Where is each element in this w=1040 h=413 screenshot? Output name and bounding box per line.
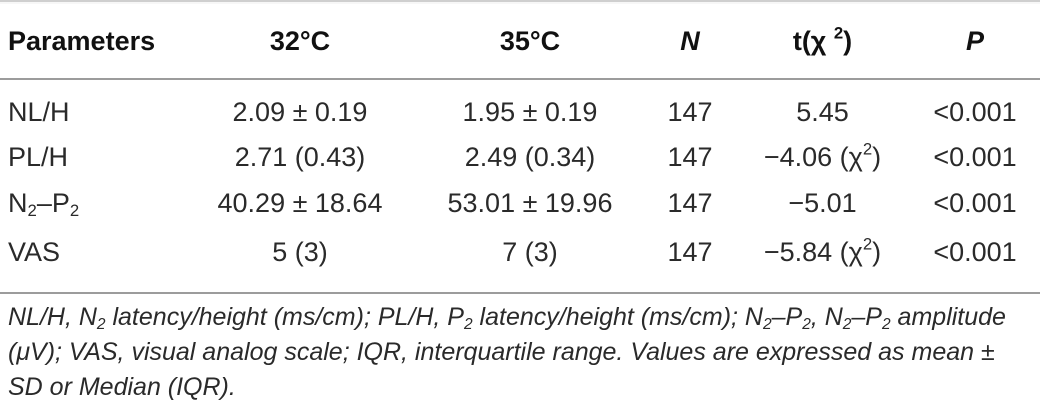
cell-p: <0.001 <box>910 226 1040 294</box>
footnote-text: latency/height (ms/cm); N <box>472 303 763 331</box>
cell-statistic-close: ) <box>872 141 882 172</box>
cell-32c: 2.09 ± 0.19 <box>232 96 368 127</box>
footnote-text: –P <box>771 303 803 331</box>
cell-statistic-text: −4.06 (χ <box>763 141 863 172</box>
header-p: P <box>910 4 1040 80</box>
results-table: Parameters 32°C 35°C N t(χ 2) P NL/H 2.0… <box>0 4 1040 294</box>
cell-statistic: 5.45 <box>796 96 849 127</box>
cell-n: 147 <box>667 141 713 172</box>
cell-35c: 7 (3) <box>415 226 645 294</box>
table-footnote: NL/H, N2 latency/height (ms/cm); PL/H, P… <box>8 300 1032 405</box>
table-row: NL/H 2.09 ± 0.19 1.95 ± 0.19 147 5.45 <0… <box>0 79 1040 134</box>
cell-param: PL/H <box>8 141 69 172</box>
cell-statistic-sup: 2 <box>862 233 873 253</box>
cell-statistic: −4.06 (χ2) <box>735 134 910 180</box>
table-top-rule <box>0 0 1040 4</box>
cell-32c: 2.71 (0.43) <box>234 141 366 172</box>
header-statistic-close: ) <box>843 25 853 56</box>
footnote-sub: 2 <box>463 315 473 333</box>
cell-n: 147 <box>667 96 713 127</box>
cell-param: VAS <box>0 226 185 294</box>
cell-param-dash-p: –P <box>36 187 70 218</box>
header-32c: 32°C <box>185 4 415 80</box>
cell-param: N2–P2 <box>0 180 185 226</box>
results-table-container: Parameters 32°C 35°C N t(χ 2) P NL/H 2.0… <box>0 0 1040 294</box>
cell-35c: 2.49 (0.34) <box>464 141 596 172</box>
cell-param-n-sub: 2 <box>27 200 37 220</box>
footnote-sub: 2 <box>802 315 811 333</box>
header-statistic-sup: 2 <box>833 22 844 42</box>
cell-statistic: −5.84 (χ2) <box>735 226 910 294</box>
footnote-sub: 2 <box>881 315 891 333</box>
header-statistic-text: t(χ <box>792 25 834 56</box>
table-row: VAS 5 (3) 7 (3) 147 −5.84 (χ2) <0.001 <box>0 226 1040 294</box>
footnote-text: , N <box>810 303 843 331</box>
footnote-text: amplitude (μV); VAS, visual analog scale… <box>8 303 1006 401</box>
cell-n: 147 <box>645 226 735 294</box>
cell-statistic: −5.01 <box>788 187 857 218</box>
cell-32c: 5 (3) <box>185 226 415 294</box>
header-n: N <box>645 4 735 80</box>
cell-p: <0.001 <box>933 187 1017 218</box>
footnote-sub: 2 <box>762 315 772 333</box>
header-parameters: Parameters <box>0 4 185 80</box>
cell-35c: 1.95 ± 0.19 <box>462 96 598 127</box>
cell-statistic-close: ) <box>872 236 882 267</box>
header-row: Parameters 32°C 35°C N t(χ 2) P <box>0 4 1040 80</box>
cell-32c: 40.29 ± 18.64 <box>217 187 383 218</box>
header-statistic: t(χ 2) <box>735 4 910 80</box>
cell-p: <0.001 <box>933 141 1017 172</box>
cell-35c: 53.01 ± 19.96 <box>447 187 613 218</box>
cell-n: 147 <box>667 187 713 218</box>
header-35c: 35°C <box>415 4 645 80</box>
table-row: N2–P2 40.29 ± 18.64 53.01 ± 19.96 147 −5… <box>0 180 1040 226</box>
footnote-text: –P <box>851 303 882 331</box>
footnote-sub: 2 <box>842 315 852 333</box>
cell-param-n: N <box>8 187 28 218</box>
footnote-text: NL/H, N <box>8 303 97 331</box>
footnote-text: latency/height (ms/cm); PL/H, P <box>105 303 464 331</box>
cell-statistic-text: −5.84 (χ <box>763 236 863 267</box>
cell-param: NL/H <box>8 96 70 127</box>
footnote-sub: 2 <box>96 315 106 333</box>
table-row: PL/H 2.71 (0.43) 2.49 (0.34) 147 −4.06 (… <box>0 134 1040 180</box>
cell-p: <0.001 <box>933 96 1017 127</box>
cell-param-p-sub: 2 <box>69 200 80 220</box>
cell-statistic-sup: 2 <box>862 138 873 158</box>
